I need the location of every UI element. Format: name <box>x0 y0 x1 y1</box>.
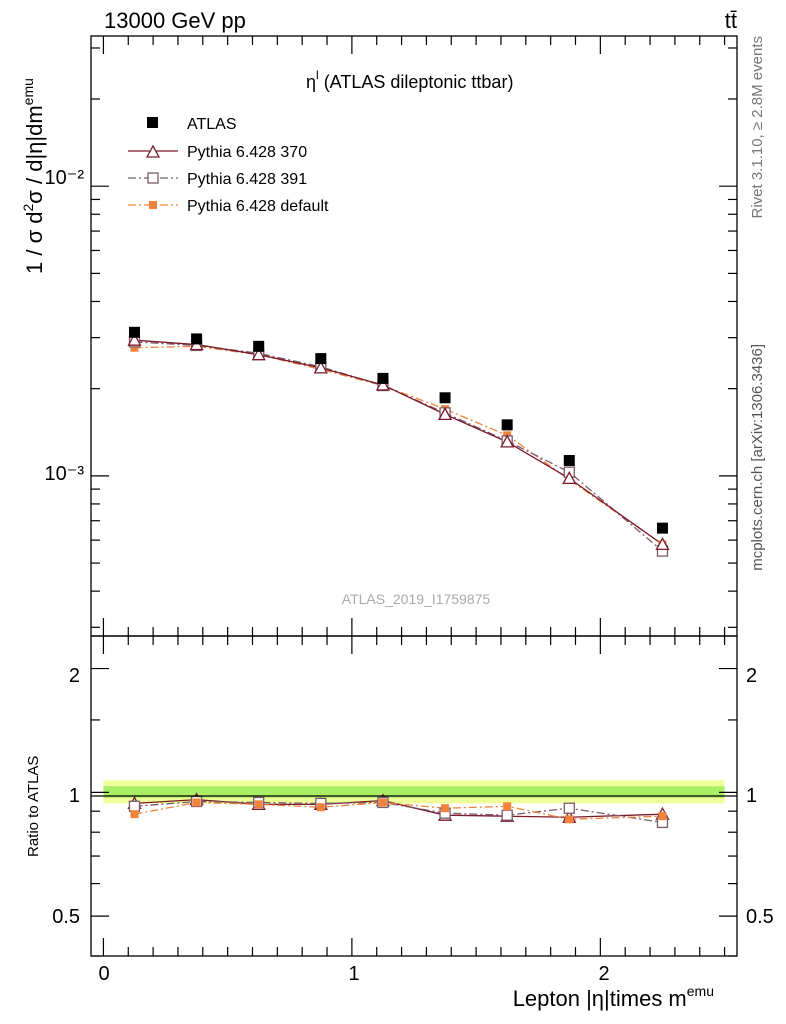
series-point-1 <box>500 434 515 448</box>
ratio-ytick-label-1-right: 1 <box>746 785 757 807</box>
atlas-data-point <box>128 326 140 338</box>
main-data-layer <box>127 326 670 557</box>
legend-marker-370 <box>145 144 161 158</box>
ratio-point-2 <box>563 802 575 814</box>
ratio-point-3 <box>503 802 512 811</box>
ratio-ytick-label-0.5-right: 0.5 <box>746 906 774 928</box>
xtick-label-1: 1 <box>348 963 359 985</box>
ratio-ytick-label-2-right: 2 <box>746 665 757 687</box>
ratio-point-3 <box>130 810 139 819</box>
ratio-ytick-label-0.5: 0.5 <box>52 906 80 928</box>
ytick-label-1e-2: 10⁻² <box>45 167 85 189</box>
energy-label: 13000 GeV pp <box>104 8 246 33</box>
atlas-data-point <box>563 454 575 466</box>
ratio-ytick-label-1: 1 <box>69 785 80 807</box>
series-line-3 <box>134 345 663 545</box>
ytick-label-1e-3: 10⁻³ <box>45 463 85 485</box>
series-point-1 <box>375 377 391 391</box>
main-y-ticks <box>91 47 737 628</box>
ratio-point-3 <box>378 798 387 807</box>
band-inner <box>103 786 725 798</box>
ratio-point-3 <box>565 815 574 824</box>
mcplots-label: mcplots.cern.ch [arXiv:1306.3436] <box>749 344 766 571</box>
legend-label-370: Pythia 6.428 370 <box>187 144 307 161</box>
analysis-watermark: ATLAS_2019_I1759875 <box>342 591 491 607</box>
legend-label-default: Pythia 6.428 default <box>187 198 329 215</box>
process-label: tt̄ <box>725 8 737 33</box>
ratio-point-3 <box>441 804 450 813</box>
series-point-1 <box>127 332 142 346</box>
series-point-1 <box>313 360 328 374</box>
legend-label-391: Pythia 6.428 391 <box>187 171 307 188</box>
series-point-1 <box>562 471 577 485</box>
ratio-point-3 <box>658 812 667 821</box>
legend-label-atlas: ATLAS <box>187 116 237 133</box>
ratio-point-3 <box>192 798 201 807</box>
x-axis-label: Lepton |η|times memu <box>513 983 714 1011</box>
series-point-1 <box>251 347 266 361</box>
atlas-data-point <box>501 419 513 431</box>
plot-title: ηl (ATLAS dileptonic ttbar) <box>306 68 513 92</box>
ratio-y-ticks <box>91 667 737 957</box>
series-point-1 <box>655 537 670 551</box>
xtick-label-0: 0 <box>98 963 109 985</box>
atlas-data-point <box>656 522 668 534</box>
ratio-line-2 <box>134 800 663 824</box>
atlas-data-point <box>191 333 203 345</box>
rivet-label: Rivet 3.1.10, ≥ 2.8M events <box>749 36 766 219</box>
atlas-data-point <box>439 392 451 404</box>
legend-marker-391 <box>147 172 159 184</box>
ratio-y-axis-label: Ratio to ATLAS <box>25 756 42 857</box>
ratio-point-2 <box>501 809 513 821</box>
atlas-data-point <box>315 353 327 365</box>
ratio-line-3 <box>134 801 663 820</box>
legend: ATLAS Pythia 6.428 370 Pythia 6.428 391 … <box>128 116 329 215</box>
series-point-1 <box>437 407 453 421</box>
atlas-data-point <box>377 372 389 384</box>
series-line-2 <box>134 341 663 552</box>
atlas-data-point <box>253 340 265 352</box>
legend-marker-default <box>149 201 157 209</box>
ratio-ytick-label-2: 2 <box>69 665 80 687</box>
ratio-point-3 <box>254 800 263 809</box>
series-point-3 <box>130 343 139 352</box>
legend-marker-atlas <box>147 117 158 128</box>
xtick-label-2: 2 <box>598 963 609 985</box>
main-y-axis-label: 1 / σ d2σ / d|η|dmemu <box>20 78 47 274</box>
ratio-point-2 <box>128 800 141 812</box>
series-line-1 <box>134 339 663 545</box>
ratio-point-3 <box>316 803 325 812</box>
x-ticks <box>102 36 726 956</box>
